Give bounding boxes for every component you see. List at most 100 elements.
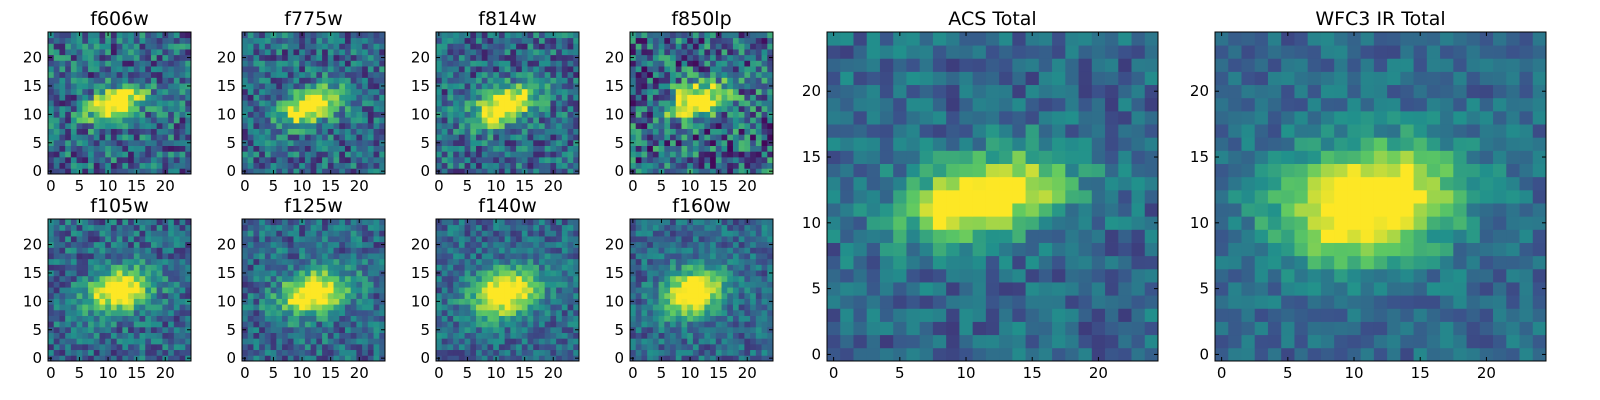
heatmap-cell — [362, 145, 369, 152]
heatmap-cell — [630, 281, 637, 288]
heatmap-cell — [179, 139, 186, 146]
heatmap-cell — [544, 230, 551, 237]
heatmap-cell — [379, 338, 386, 345]
heatmap-cell — [322, 156, 329, 164]
heatmap-cell — [287, 343, 294, 351]
heatmap-cell — [276, 94, 283, 101]
heatmap-cell — [487, 77, 494, 84]
heatmap-cell — [544, 111, 551, 118]
heatmap-cell — [635, 338, 642, 345]
heatmap-cell — [538, 111, 546, 118]
heatmap-cell — [53, 343, 60, 351]
heatmap-cell — [470, 326, 477, 333]
heatmap-cell — [510, 43, 517, 50]
heatmap-cell — [253, 292, 260, 299]
heatmap-cell — [516, 88, 523, 95]
heatmap-cell — [510, 230, 517, 237]
heatmap-cell — [350, 32, 357, 39]
heatmap-cell — [704, 105, 711, 112]
heatmap-cell — [664, 304, 671, 311]
heatmap-cell — [122, 94, 129, 101]
heatmap-cell — [116, 275, 123, 282]
heatmap-cell — [510, 100, 517, 107]
heatmap-cell — [128, 236, 135, 243]
heatmap-cell — [247, 168, 254, 175]
heatmap-cell — [567, 219, 574, 226]
heatmap-cell — [761, 156, 768, 164]
heatmap-cell — [299, 236, 306, 243]
heatmap-cell — [641, 281, 648, 288]
heatmap-cell — [259, 253, 266, 260]
heatmap-cell — [567, 128, 574, 135]
heatmap-cell — [264, 338, 271, 345]
heatmap-cell — [242, 151, 249, 158]
heatmap-cell — [156, 71, 163, 78]
heatmap-cell — [82, 111, 89, 118]
heatmap-cell — [156, 275, 163, 282]
heatmap-cell — [727, 88, 734, 95]
heatmap-cell — [53, 219, 60, 226]
heatmap-cell — [110, 253, 118, 260]
heatmap-cell — [162, 253, 169, 260]
heatmap-cell — [116, 355, 123, 362]
heatmap-cell — [145, 151, 152, 158]
heatmap-cell — [675, 168, 682, 175]
heatmap-cell — [282, 156, 289, 164]
heatmap-cell — [70, 321, 77, 328]
heatmap-cell — [493, 247, 500, 254]
heatmap-cell — [276, 236, 283, 243]
heatmap-cell — [464, 253, 471, 260]
heatmap-cell — [458, 122, 465, 129]
heatmap-cell — [698, 281, 705, 288]
heatmap-cell — [333, 258, 340, 265]
heatmap-cell — [362, 281, 369, 288]
heatmap-cell — [304, 338, 312, 345]
heatmap-cell — [630, 60, 637, 67]
heatmap-cell — [276, 145, 283, 152]
heatmap-cell — [322, 338, 329, 345]
heatmap-cell — [692, 43, 700, 50]
heatmap-cell — [573, 94, 580, 101]
heatmap-cell — [162, 287, 169, 294]
heatmap-cell — [647, 100, 654, 107]
heatmap-cell — [59, 71, 66, 78]
heatmap-cell — [350, 105, 357, 112]
heatmap-cell — [750, 343, 757, 351]
heatmap-cell — [350, 304, 357, 311]
heatmap-cell — [641, 332, 648, 339]
heatmap-cell — [498, 338, 506, 345]
heatmap-cell — [379, 275, 386, 282]
heatmap-cell — [82, 37, 89, 44]
heatmap-cell — [453, 298, 460, 305]
heatmap-cell — [116, 247, 123, 254]
heatmap-cell — [744, 88, 751, 95]
heatmap-cell — [738, 88, 745, 95]
heatmap-cell — [447, 122, 454, 129]
heatmap-cell — [168, 151, 175, 158]
heatmap-cell — [527, 134, 534, 141]
heatmap-cell — [276, 270, 283, 277]
heatmap-cell — [145, 270, 152, 277]
heatmap-cell — [333, 156, 340, 164]
heatmap-cell — [664, 275, 671, 282]
heatmap-cell — [658, 326, 665, 333]
heatmap-cell — [310, 139, 317, 146]
heatmap-cell — [544, 315, 551, 322]
heatmap-cell — [304, 326, 312, 333]
heatmap-cell — [715, 60, 722, 67]
heatmap-cell — [65, 145, 72, 152]
heatmap-cell — [133, 100, 140, 107]
heatmap-cell — [122, 49, 129, 56]
heatmap-cell — [652, 321, 659, 328]
heatmap-cell — [122, 66, 129, 73]
heatmap-cell — [128, 287, 135, 294]
heatmap-cell — [264, 304, 271, 311]
heatmap-cell — [698, 332, 705, 339]
heatmap-cell — [504, 88, 511, 95]
heatmap-cell — [470, 77, 477, 84]
heatmap-cell — [481, 83, 488, 90]
heatmap-cell — [350, 309, 357, 316]
heatmap-cell — [287, 32, 294, 39]
heatmap-cell — [264, 315, 271, 322]
heatmap-cell — [242, 315, 249, 322]
